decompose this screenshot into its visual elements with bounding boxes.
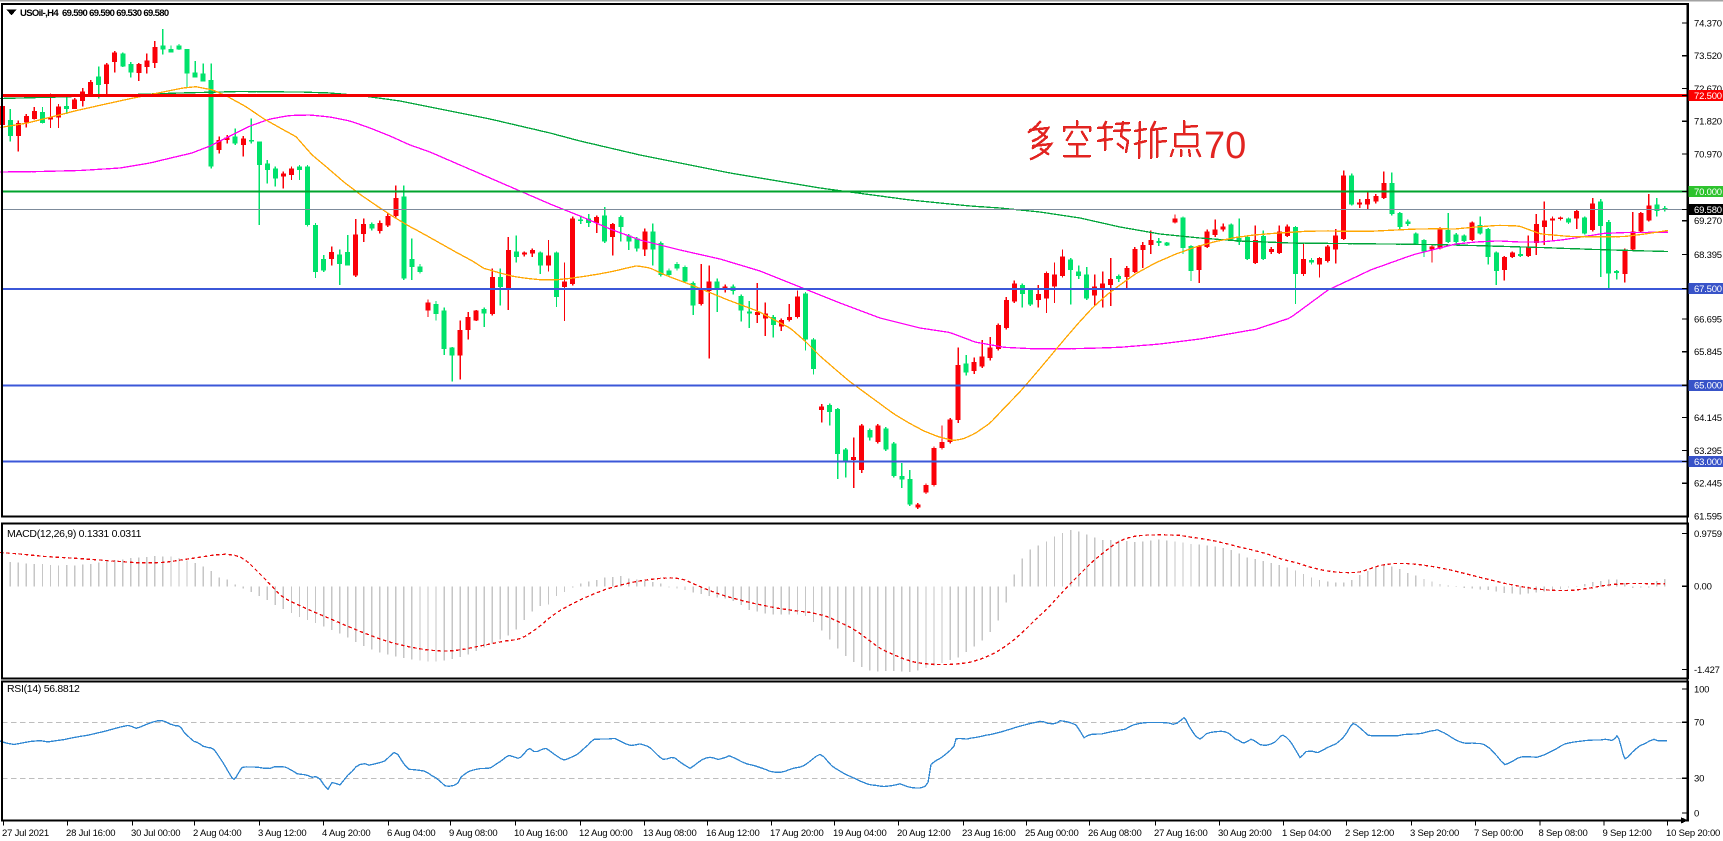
svg-text:66.695: 66.695: [1694, 314, 1722, 325]
svg-text:2 Aug 04:00: 2 Aug 04:00: [193, 828, 242, 839]
svg-text:1 Sep 04:00: 1 Sep 04:00: [1282, 828, 1331, 839]
svg-text:30 Aug 20:00: 30 Aug 20:00: [1218, 828, 1272, 839]
svg-text:MACD(12,26,9) 0.1331 0.0311: MACD(12,26,9) 0.1331 0.0311: [7, 528, 142, 540]
svg-text:68.395: 68.395: [1694, 250, 1722, 261]
svg-text:RSI(14) 56.8812: RSI(14) 56.8812: [7, 683, 80, 695]
svg-text:-1.427: -1.427: [1694, 665, 1720, 676]
svg-text:70.970: 70.970: [1694, 150, 1722, 161]
svg-text:3 Aug 12:00: 3 Aug 12:00: [258, 828, 307, 839]
svg-text:0.00: 0.00: [1694, 582, 1712, 593]
svg-text:10 Aug 16:00: 10 Aug 16:00: [514, 828, 568, 839]
svg-text:70: 70: [1694, 718, 1704, 729]
svg-text:73.520: 73.520: [1694, 51, 1722, 62]
svg-text:72.500: 72.500: [1694, 91, 1722, 102]
svg-text:17 Aug 20:00: 17 Aug 20:00: [770, 828, 824, 839]
svg-text:69.580: 69.580: [1694, 205, 1722, 216]
svg-text:70.000: 70.000: [1694, 187, 1722, 198]
svg-text:3 Sep 20:00: 3 Sep 20:00: [1410, 828, 1459, 839]
svg-text:65.845: 65.845: [1694, 347, 1722, 358]
svg-text:70: 70: [1204, 125, 1246, 167]
svg-text:9 Sep 12:00: 9 Sep 12:00: [1603, 828, 1652, 839]
svg-text:30: 30: [1694, 774, 1704, 785]
svg-text:72.670: 72.670: [1694, 84, 1722, 95]
svg-text:2 Sep 12:00: 2 Sep 12:00: [1345, 828, 1394, 839]
svg-text:63.000: 63.000: [1694, 457, 1722, 468]
svg-text:26 Aug 08:00: 26 Aug 08:00: [1088, 828, 1142, 839]
svg-text:71.820: 71.820: [1694, 117, 1722, 128]
svg-text:69.270: 69.270: [1694, 216, 1722, 227]
svg-text:16 Aug 12:00: 16 Aug 12:00: [706, 828, 760, 839]
svg-text:74.370: 74.370: [1694, 18, 1722, 29]
svg-text:27 Jul 2021: 27 Jul 2021: [2, 828, 49, 839]
svg-text:13 Aug 08:00: 13 Aug 08:00: [643, 828, 697, 839]
svg-text:30 Jul 00:00: 30 Jul 00:00: [131, 828, 180, 839]
svg-text:8 Sep 08:00: 8 Sep 08:00: [1539, 828, 1588, 839]
svg-text:64.145: 64.145: [1694, 413, 1722, 424]
svg-text:25 Aug 00:00: 25 Aug 00:00: [1025, 828, 1079, 839]
svg-text:20 Aug 12:00: 20 Aug 12:00: [897, 828, 951, 839]
svg-text:28 Jul 16:00: 28 Jul 16:00: [66, 828, 115, 839]
svg-text:67.500: 67.500: [1694, 284, 1722, 295]
svg-text:23 Aug 16:00: 23 Aug 16:00: [962, 828, 1016, 839]
svg-text:10 Sep 20:00: 10 Sep 20:00: [1666, 828, 1720, 839]
svg-text:7 Sep 00:00: 7 Sep 00:00: [1474, 828, 1523, 839]
svg-text:19 Aug 04:00: 19 Aug 04:00: [833, 828, 887, 839]
svg-text:0.9759: 0.9759: [1694, 529, 1722, 540]
svg-text:9 Aug 08:00: 9 Aug 08:00: [449, 828, 498, 839]
svg-text:62.445: 62.445: [1694, 479, 1722, 490]
svg-text:65.000: 65.000: [1694, 381, 1722, 392]
svg-text:12 Aug 00:00: 12 Aug 00:00: [579, 828, 633, 839]
svg-text:USOil-,H4 69.590 69.590 69.53: USOil-,H4 69.590 69.590 69.530 69.580: [20, 8, 169, 19]
svg-text:63.295: 63.295: [1694, 446, 1722, 457]
svg-text:100: 100: [1694, 684, 1709, 695]
svg-text:0: 0: [1694, 808, 1699, 819]
svg-text:61.595: 61.595: [1694, 511, 1722, 522]
svg-text:6 Aug 04:00: 6 Aug 04:00: [387, 828, 436, 839]
svg-text:27 Aug 16:00: 27 Aug 16:00: [1154, 828, 1208, 839]
svg-text:4 Aug 20:00: 4 Aug 20:00: [322, 828, 371, 839]
